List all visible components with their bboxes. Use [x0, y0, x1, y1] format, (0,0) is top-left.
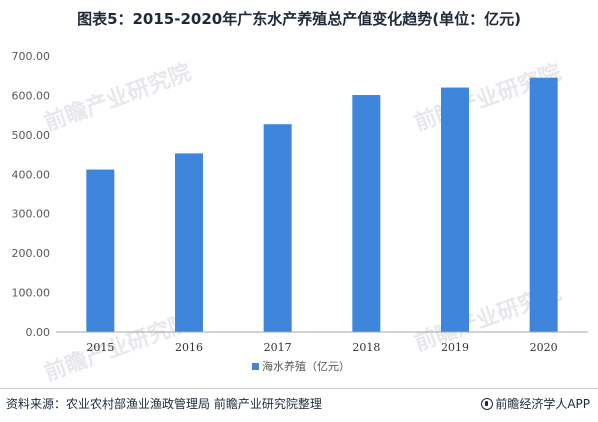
bar-chart: 0.00 100.00 200.00 300.00 400.00 500.00 600.00… [12, 50, 588, 373]
x-axis: 2015 2016 2017 2018 2019 2020 [86, 341, 557, 354]
legend: 海水养殖（亿元） [252, 359, 350, 373]
bar-series [86, 77, 558, 333]
y-tick-label: 700.00 [12, 50, 51, 63]
y-axis: 0.00 100.00 200.00 300.00 400.00 500.00 600.00… [12, 50, 51, 339]
y-tick-label: 100.00 [12, 287, 51, 300]
x-tick-label: 2019 [441, 341, 469, 354]
footer: 资料来源：农业农村部渔业渔政管理局 前瞻产业研究院整理 前瞻经济学人APP [0, 388, 598, 418]
y-tick-label: 500.00 [12, 129, 51, 142]
bar [529, 77, 558, 332]
y-tick-label: 200.00 [12, 247, 51, 260]
footer-divider [0, 388, 598, 389]
x-tick-label: 2015 [86, 341, 114, 354]
x-tick-label: 2020 [530, 341, 558, 354]
legend-label: 海水养殖（亿元） [262, 359, 350, 373]
y-tick-label: 300.00 [12, 208, 51, 221]
bar [263, 124, 292, 332]
legend-swatch [252, 363, 259, 370]
x-tick-label: 2018 [352, 341, 380, 354]
bar [175, 153, 203, 332]
x-tick-label: 2017 [264, 341, 292, 354]
bar [86, 169, 115, 332]
source-note: 资料来源：农业农村部渔业渔政管理局 前瞻产业研究院整理 [6, 397, 322, 411]
brand-text: 前瞻经济学人APP [495, 397, 590, 411]
brand-logo-icon [481, 398, 494, 410]
x-tick-label: 2016 [175, 341, 203, 354]
y-tick-label: 0.00 [26, 326, 51, 339]
footer-brand: 前瞻经济学人APP [481, 395, 590, 412]
y-tick-label: 400.00 [12, 168, 51, 181]
y-tick-label: 600.00 [12, 89, 51, 102]
bar [352, 95, 381, 332]
bar [441, 87, 469, 333]
chart-title: 图表5：2015-2020年广东水产养殖总产值变化趋势(单位：亿元) [77, 10, 521, 28]
